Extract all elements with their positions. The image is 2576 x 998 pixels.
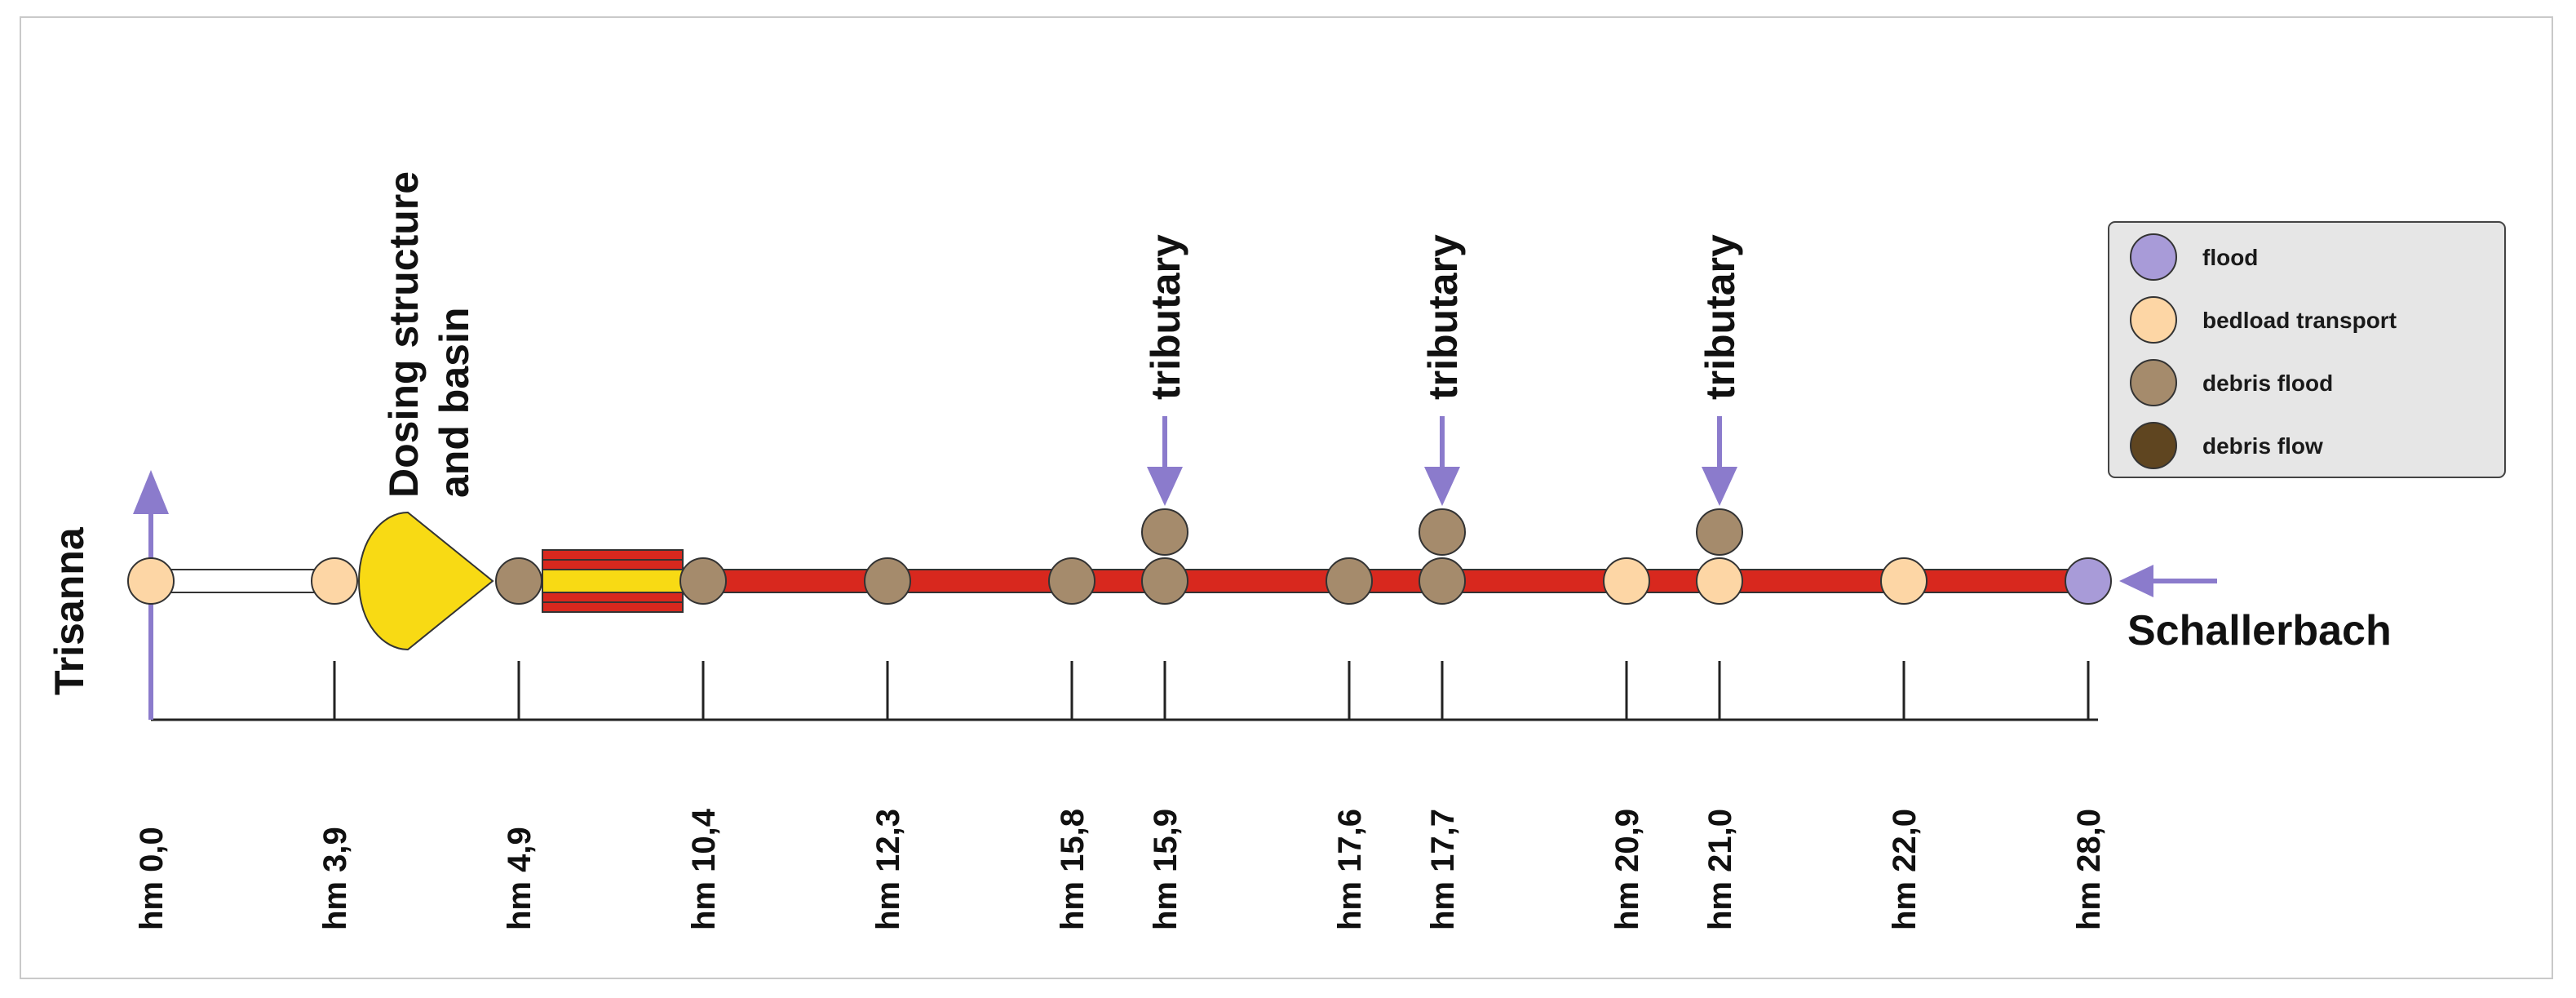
dosing-basin-shape <box>357 511 494 651</box>
legend-box <box>2108 221 2506 478</box>
tick-label: hm 17,7 <box>1425 809 1461 930</box>
legend-item: bedload transport <box>2130 296 2397 344</box>
node-debris-flood <box>679 557 727 605</box>
tick-label: hm 12,3 <box>870 809 906 930</box>
figure-frame <box>20 16 2553 979</box>
tick-label: hm 22,0 <box>1887 809 1923 930</box>
tributary-arrows: tributary tributary tributary <box>1143 234 1743 506</box>
node-flood <box>2065 557 2112 605</box>
schallerbach-label: Schallerbach <box>2127 607 2392 654</box>
tributary-arrow: tributary <box>1143 234 1188 506</box>
dosing-structure-label-line1: Dosing structure <box>381 171 427 498</box>
legend-label: bedload transport <box>2202 308 2397 333</box>
tick-label: hm 28,0 <box>2071 809 2107 930</box>
node-tributary-debris-flood <box>1419 508 1466 556</box>
tick-label: hm 17,6 <box>1332 809 1368 930</box>
node-bedload <box>1603 557 1650 605</box>
tick-label: hm 4,9 <box>502 827 538 930</box>
tick-label: hm 10,4 <box>686 808 722 930</box>
trisanna-outflow-arrow <box>133 470 169 720</box>
legend-swatch <box>2130 422 2177 469</box>
tick-label: hm 15,8 <box>1055 809 1091 930</box>
node-bedload <box>311 557 358 605</box>
node-bedload <box>127 557 175 605</box>
dosing-structure-label-line2: and basin <box>432 308 477 498</box>
node-debris-flood <box>864 557 911 605</box>
node-tributary-debris-flood <box>1141 508 1188 556</box>
tick-label: hm 21,0 <box>1702 809 1738 930</box>
node-bedload <box>1880 557 1928 605</box>
legend-swatch <box>2130 233 2177 281</box>
tick-label: hm 0,0 <box>134 827 170 930</box>
legend-item: debris flood <box>2130 359 2333 406</box>
legend: flood bedload transport debris flood debris… <box>2108 221 2506 478</box>
trisanna-label: Trisanna <box>46 526 92 695</box>
node-debris-flood <box>1326 557 1373 605</box>
schallerbach-inflow-arrow <box>2119 565 2217 597</box>
node-debris-flood <box>495 557 542 605</box>
tick-label: hm 3,9 <box>317 827 353 930</box>
legend-label: debris flow <box>2202 433 2323 459</box>
node-debris-flood <box>1419 557 1466 605</box>
tributary-label: tributary <box>1697 234 1743 400</box>
tributary-label: tributary <box>1143 234 1188 400</box>
legend-item: flood <box>2130 233 2258 281</box>
node-debris-flood <box>1048 557 1095 605</box>
legend-swatch <box>2130 296 2177 344</box>
node-debris-flood <box>1141 557 1188 605</box>
channel-segment-unmodified <box>150 569 335 593</box>
tributary-arrow: tributary <box>1697 234 1743 506</box>
legend-item: debris flow <box>2130 422 2323 469</box>
legend-label: flood <box>2202 245 2258 270</box>
legend-swatch <box>2130 359 2177 406</box>
legend-label: debris flood <box>2202 370 2333 396</box>
tick-label: hm 20,9 <box>1609 809 1645 930</box>
channel-nodes <box>127 508 2112 605</box>
node-bedload <box>1696 557 1743 605</box>
tributary-arrow: tributary <box>1420 234 1466 506</box>
tick-label: hm 15,9 <box>1148 809 1184 930</box>
training-structure <box>542 549 684 613</box>
tick-labels: hm 0,0 hm 3,9 hm 4,9 hm 10,4 hm 12,3 hm 15,8 h… <box>134 808 2107 930</box>
tick-marks <box>149 661 2090 720</box>
node-tributary-debris-flood <box>1696 508 1743 556</box>
tributary-label: tributary <box>1420 234 1466 400</box>
